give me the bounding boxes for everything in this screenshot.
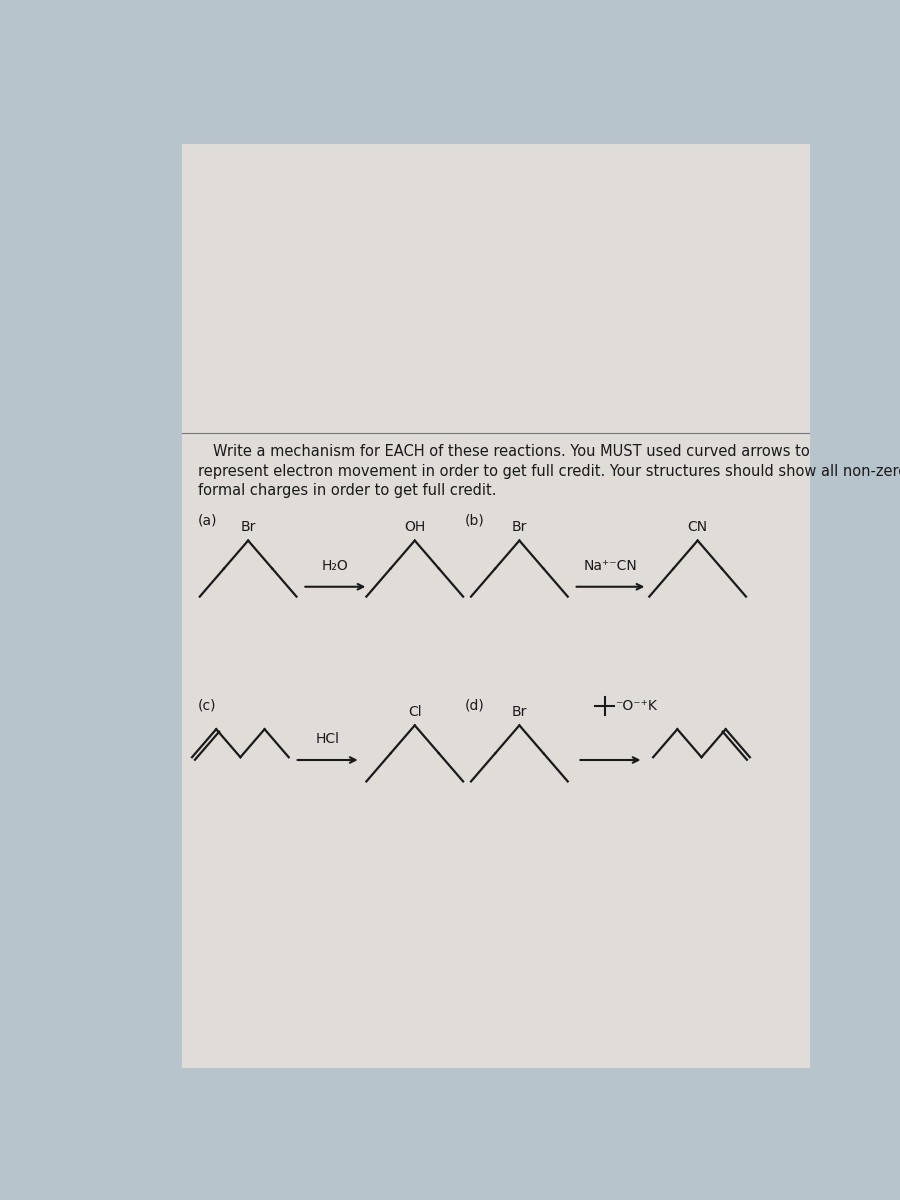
Text: (d): (d) bbox=[465, 698, 485, 713]
Text: (a): (a) bbox=[198, 514, 217, 528]
Text: ⁻O⁻⁺K: ⁻O⁻⁺K bbox=[616, 700, 657, 713]
Text: Cl: Cl bbox=[408, 706, 421, 719]
Text: represent electron movement in order to get full credit. Your structures should : represent electron movement in order to … bbox=[198, 463, 900, 479]
Text: Na⁺⁻CN: Na⁺⁻CN bbox=[583, 559, 637, 572]
Text: formal charges in order to get full credit.: formal charges in order to get full cred… bbox=[198, 482, 496, 498]
Text: CN: CN bbox=[688, 521, 707, 534]
Text: Write a mechanism for EACH of these reactions. You MUST used curved arrows to: Write a mechanism for EACH of these reac… bbox=[213, 444, 810, 460]
Text: HCl: HCl bbox=[316, 732, 339, 746]
Text: Br: Br bbox=[512, 706, 527, 719]
Text: H₂O: H₂O bbox=[322, 559, 348, 572]
Text: Br: Br bbox=[512, 521, 527, 534]
Text: (c): (c) bbox=[198, 698, 216, 713]
Text: (b): (b) bbox=[465, 514, 485, 528]
Text: OH: OH bbox=[404, 521, 426, 534]
Text: Br: Br bbox=[240, 521, 256, 534]
